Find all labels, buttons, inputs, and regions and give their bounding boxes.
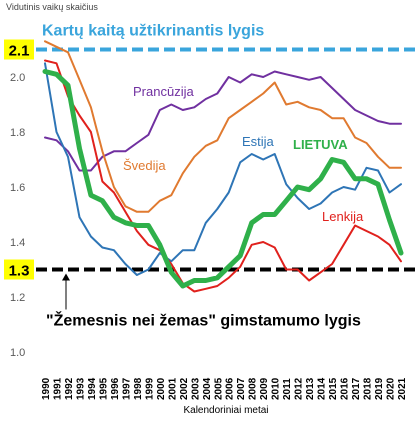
- x-tick-label: 2004: [202, 377, 213, 400]
- x-tick-label: 2015: [328, 377, 339, 400]
- x-tick-label: 2017: [351, 377, 362, 400]
- x-tick-label: 2002: [179, 377, 190, 400]
- x-tick-label: 1992: [64, 377, 75, 400]
- y-tick-label: 1.4: [10, 237, 25, 249]
- x-tick-label: 1991: [52, 377, 63, 400]
- y-tick-label: 2.0: [10, 72, 25, 84]
- x-tick-label: 1999: [144, 377, 155, 400]
- y-axis-label: Vidutinis vaikų skaičius: [6, 2, 98, 12]
- x-tick-label: 2010: [271, 377, 282, 400]
- x-tick-label: 2007: [236, 377, 247, 400]
- series-line-lietuva: [42, 69, 404, 289]
- series-line-lenkija: [44, 59, 402, 293]
- series-line-estija: [44, 62, 402, 276]
- series-label-lietuva: LIETUVA: [293, 137, 348, 152]
- x-tick-label: 2021: [397, 377, 408, 400]
- x-tick-label: 2018: [363, 377, 374, 400]
- x-tick-label: 2020: [386, 377, 397, 400]
- series-labels: Prancūzija Švedija Estija LIETUVA Lenkija: [123, 84, 364, 224]
- y-tick-label: 1.8: [10, 127, 25, 139]
- x-tick-label: 2012: [294, 377, 305, 400]
- reference-value-box: [4, 259, 34, 280]
- series-label-prancūzija: Prancūzija: [133, 84, 194, 99]
- x-tick-label: 2016: [340, 377, 351, 400]
- x-axis-label: Kalendoriniai metai: [183, 405, 268, 416]
- x-tick-label: 2005: [213, 377, 224, 400]
- reference-value-box: [4, 39, 34, 60]
- series-line-prancūzija: [44, 70, 402, 172]
- reference-line-label: Kartų kaitą užtikrinantis lygis: [42, 23, 264, 40]
- x-tick-label: 2013: [305, 377, 316, 400]
- reference-line-label: "Žemesnis nei žemas" gimstamumo lygis: [46, 311, 361, 330]
- series-line-švedija: [44, 40, 402, 213]
- x-tick-label: 1995: [98, 377, 109, 400]
- x-tick-label: 2014: [317, 377, 328, 400]
- y-ticks: 1.0 1.2 1.4 1.6 1.8 2.0: [10, 72, 25, 359]
- reference-value-label: 2.1: [9, 43, 30, 60]
- x-tick-label: 1990: [41, 377, 52, 400]
- series-lines: [42, 40, 404, 293]
- x-tick-label: 1993: [75, 377, 86, 400]
- pointer-arrow-head: [62, 273, 70, 281]
- y-tick-label: 1.6: [10, 182, 25, 194]
- x-tick-label: 1996: [110, 377, 121, 400]
- x-tick-label: 2001: [167, 377, 178, 400]
- reference-lines: 2.1 Kartų kaitą užtikrinantis lygis 1.3 "Že…: [4, 23, 416, 330]
- series-label-estija: Estija: [242, 134, 275, 149]
- x-tick-label: 1994: [87, 377, 98, 400]
- y-tick-label: 1.2: [10, 292, 25, 304]
- reference-value-label: 1.3: [9, 263, 30, 280]
- x-tick-label: 2006: [225, 377, 236, 400]
- series-label-švedija: Švedija: [123, 158, 166, 173]
- x-tick-label: 2009: [259, 377, 270, 400]
- x-tick-label: 2003: [190, 377, 201, 400]
- series-label-lenkija: Lenkija: [322, 209, 364, 224]
- x-tick-label: 2000: [156, 377, 167, 400]
- x-tick-label: 2019: [374, 377, 385, 400]
- x-tick-label: 1998: [133, 377, 144, 400]
- x-tick-label: 2008: [248, 377, 259, 400]
- x-ticks: 1990 1991 1992 1993 1994 1995 1996 1997 1998 1999…: [41, 377, 408, 400]
- y-tick-label: 1.0: [10, 347, 25, 359]
- x-tick-label: 1997: [121, 377, 132, 400]
- x-tick-label: 2011: [282, 378, 293, 400]
